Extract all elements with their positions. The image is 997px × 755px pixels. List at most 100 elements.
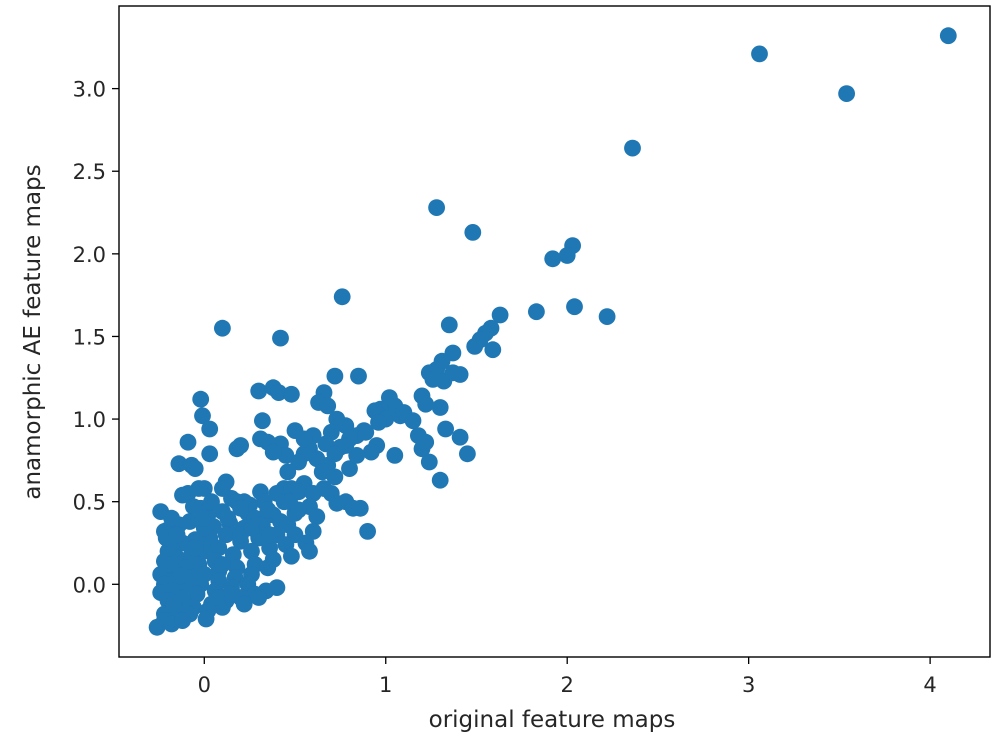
scatter-point: [272, 329, 289, 347]
scatter-point: [186, 539, 204, 557]
scatter-point: [566, 298, 583, 316]
scatter-point: [261, 526, 278, 544]
scatter-point: [420, 453, 438, 471]
scatter-point: [194, 407, 211, 425]
scatter-point: [259, 559, 277, 577]
scatter-point: [315, 480, 333, 497]
x-tick-label: 3: [742, 673, 755, 697]
scatter-point: [270, 384, 288, 401]
scatter-point: [386, 447, 404, 464]
scatter-point: [277, 447, 295, 464]
scatter-point: [188, 585, 206, 603]
scatter-point: [221, 585, 239, 603]
scatter-point: [359, 523, 376, 540]
scatter-point: [341, 460, 358, 477]
scatter-point: [333, 288, 351, 306]
y-tick-label: 1.5: [73, 325, 106, 349]
scatter-point: [203, 493, 220, 511]
scatter-point: [224, 546, 242, 563]
scatter-point: [283, 547, 300, 565]
scatter-point: [350, 367, 367, 385]
scatter-point: [362, 443, 380, 461]
scatter-point: [172, 567, 190, 585]
x-tick-label: 0: [198, 673, 211, 697]
scatter-point: [528, 303, 545, 321]
scatter-point: [308, 508, 326, 525]
scatter-point: [250, 589, 268, 606]
x-axis-ticks: 0 1 2 3 4: [198, 657, 937, 697]
scatter-point: [417, 433, 435, 451]
plot-frame: [118, 5, 991, 658]
scatter-point: [295, 430, 313, 448]
y-tick-label: 2.0: [73, 243, 106, 267]
scatter-point: [192, 390, 210, 408]
scatter-point: [404, 412, 422, 430]
scatter-point: [491, 306, 509, 324]
scatter-point: [179, 433, 197, 451]
scatter-point: [159, 542, 177, 560]
scatter-point: [170, 455, 188, 473]
scatter-point: [290, 501, 307, 519]
y-axis-label: anamorphic AE feature maps: [20, 164, 46, 499]
scatter-point: [444, 364, 462, 382]
scatter-point: [214, 319, 231, 337]
y-axis-ticks: 0.0 0.5 1.0 1.5 2.0 2.5 3.0: [73, 78, 119, 597]
scatter-point: [217, 526, 235, 544]
x-axis-label: original feature maps: [429, 707, 676, 733]
scatter-point: [417, 395, 435, 413]
y-tick-label: 0.0: [73, 573, 106, 597]
scatter-point: [351, 499, 369, 517]
scatter-point: [484, 341, 502, 359]
scatter-point: [301, 542, 318, 560]
x-tick-label: 4: [923, 673, 936, 697]
scatter-point: [194, 509, 211, 527]
scatter-point: [451, 428, 469, 446]
scatter-point: [168, 526, 186, 544]
scatter-point: [219, 509, 237, 527]
scatter-point: [163, 509, 181, 527]
scatter-point: [431, 399, 449, 416]
scatter-point: [751, 45, 768, 63]
scatter-point: [431, 471, 449, 489]
scatter-point: [201, 445, 219, 463]
scatter-point: [174, 612, 191, 629]
scatter-point: [838, 85, 855, 102]
scatter-point: [328, 494, 346, 512]
x-tick-label: 1: [379, 673, 392, 697]
scatter-point: [326, 367, 344, 385]
scatter-point: [283, 385, 300, 403]
y-tick-label: 3.0: [73, 78, 106, 102]
scatter-point: [319, 397, 337, 415]
scatter-point: [201, 420, 219, 438]
scatter-point: [459, 445, 476, 463]
y-tick-label: 1.0: [73, 408, 106, 432]
scatter-point: [544, 250, 562, 268]
scatter-point: [174, 486, 191, 504]
scatter-point: [464, 224, 482, 241]
x-tick-label: 2: [561, 673, 574, 697]
scatter-point: [337, 417, 355, 435]
scatter-point: [939, 27, 957, 45]
scatter-point: [357, 423, 375, 441]
scatter-point: [598, 308, 616, 325]
scatter-point: [437, 420, 454, 438]
scatter-point: [466, 338, 484, 355]
scatter-point: [165, 595, 182, 613]
scatter-point: [243, 542, 260, 560]
scatter-point: [326, 445, 344, 463]
scatter-point: [290, 453, 307, 471]
scatter-point: [624, 139, 641, 157]
scatter-point: [185, 498, 202, 515]
scatter-point: [197, 610, 215, 628]
scatter-point: [254, 412, 271, 430]
scatter-point: [250, 382, 268, 400]
scatter-point: [232, 499, 250, 517]
scatter-point: [381, 389, 398, 406]
scatter-point: [214, 556, 231, 573]
scatter-point: [243, 519, 260, 537]
scatter-point: [558, 247, 576, 264]
scatter-point: [148, 618, 166, 636]
scatter-point: [326, 468, 344, 486]
